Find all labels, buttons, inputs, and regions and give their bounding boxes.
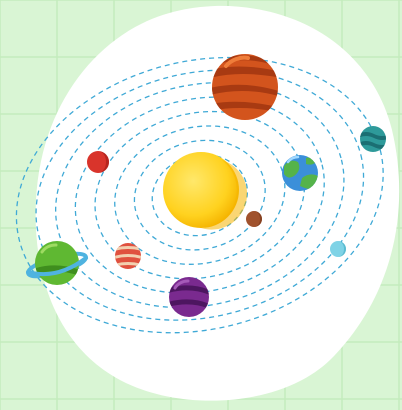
sun-icon: [163, 152, 248, 230]
small-brown-planet-icon: [246, 211, 262, 227]
teal-planet-icon: [360, 126, 386, 152]
purple-planet-icon: [169, 277, 209, 317]
earth-planet-icon: [282, 155, 318, 191]
small-red-planet-icon: [87, 151, 109, 173]
ringed-green-planet-icon: [26, 241, 88, 285]
striped-red-planet-icon: [115, 243, 141, 269]
orbit-ring: [54, 82, 345, 309]
orbit-ring: [15, 56, 384, 334]
orbit-ring: [74, 96, 325, 294]
orbit-ring: [35, 69, 365, 321]
large-orange-striped-planet-icon: [212, 54, 278, 120]
small-light-blue-planet-icon: [330, 241, 346, 257]
